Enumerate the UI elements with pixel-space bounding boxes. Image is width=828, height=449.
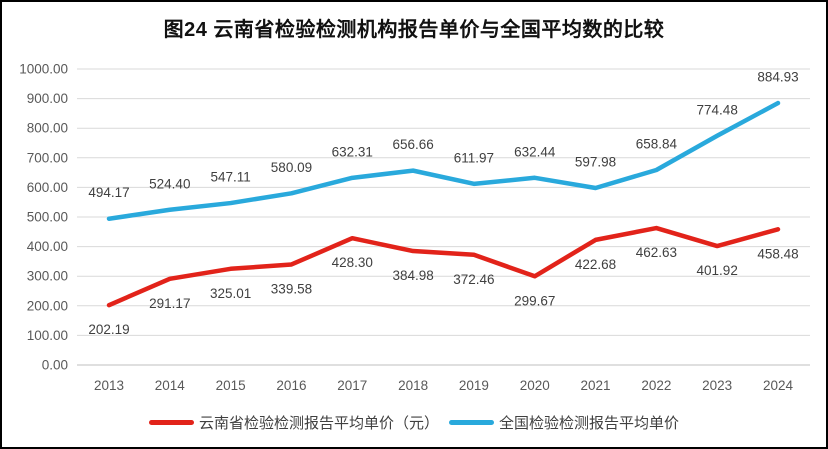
national-series-swatch <box>449 420 494 425</box>
data-label: 384.98 <box>392 268 433 283</box>
x-axis-tick-label: 2015 <box>216 378 246 393</box>
y-axis-tick-label: 0.00 <box>42 358 68 373</box>
y-axis-tick-label: 100.00 <box>27 328 68 343</box>
data-label: 339.58 <box>271 281 312 296</box>
data-label: 547.11 <box>210 170 250 185</box>
legend: 云南省检验检测报告平均单价（元） 全国检验检测报告平均单价 <box>2 412 826 433</box>
legend-item-national: 全国检验检测报告平均单价 <box>449 412 679 433</box>
data-label: 291.17 <box>149 296 190 311</box>
national-series-label: 全国检验检测报告平均单价 <box>499 415 680 432</box>
y-axis-tick-label: 400.00 <box>27 239 68 254</box>
data-label: 656.66 <box>392 137 433 152</box>
y-axis-tick-label: 800.00 <box>27 121 68 136</box>
y-axis-tick-label: 500.00 <box>27 210 68 225</box>
data-label: 462.63 <box>636 245 677 260</box>
y-axis-tick-label: 700.00 <box>27 150 68 165</box>
data-label: 632.44 <box>514 144 556 159</box>
x-axis-tick-label: 2023 <box>702 378 732 393</box>
data-label: 422.68 <box>575 257 616 272</box>
national-series-line <box>106 100 781 221</box>
x-axis-tick-label: 2024 <box>763 378 794 393</box>
data-label: 494.17 <box>88 185 129 200</box>
y-axis-tick-label: 200.00 <box>27 298 68 313</box>
data-label: 774.48 <box>697 102 738 117</box>
x-axis-tick-label: 2016 <box>276 378 306 393</box>
data-label: 884.93 <box>757 70 798 85</box>
data-label: 325.01 <box>210 286 251 301</box>
x-axis-tick-label: 2019 <box>459 378 489 393</box>
data-label: 299.67 <box>514 293 555 308</box>
data-label: 658.84 <box>636 136 678 151</box>
data-label: 428.30 <box>332 255 373 270</box>
data-label: 202.19 <box>88 322 129 337</box>
x-axis-tick-label: 2017 <box>337 378 367 393</box>
data-label: 401.92 <box>697 263 738 278</box>
data-label: 580.09 <box>271 160 312 175</box>
data-label: 611.97 <box>454 150 494 165</box>
x-axis-tick-label: 2013 <box>94 378 124 393</box>
chart-title: 图24 云南省检验检测机构报告单价与全国平均数的比较 <box>163 19 665 41</box>
y-axis-tick-label: 600.00 <box>27 180 68 195</box>
yunnan-series-label: 云南省检验检测报告平均单价（元） <box>198 415 439 432</box>
y-axis-tick-label: 900.00 <box>27 91 68 106</box>
x-axis-tick-label: 2020 <box>520 378 550 393</box>
data-label: 632.31 <box>332 144 373 159</box>
data-label: 597.98 <box>575 154 616 169</box>
x-axis-tick-label: 2021 <box>581 378 611 393</box>
x-axis-tick-label: 2014 <box>155 378 186 393</box>
yunnan-series-swatch <box>148 420 194 425</box>
yunnan-series-line <box>106 225 781 308</box>
legend-item-yunnan: 云南省检验检测报告平均单价（元） <box>148 412 439 433</box>
data-label: 372.46 <box>453 272 494 287</box>
x-axis-tick-label: 2022 <box>641 378 671 393</box>
y-axis-tick-label: 300.00 <box>27 269 68 284</box>
x-axis-tick-label: 2018 <box>398 378 428 393</box>
y-axis-tick-label: 1000.00 <box>19 62 68 77</box>
data-label: 524.40 <box>149 176 190 191</box>
data-label: 458.48 <box>757 246 798 261</box>
